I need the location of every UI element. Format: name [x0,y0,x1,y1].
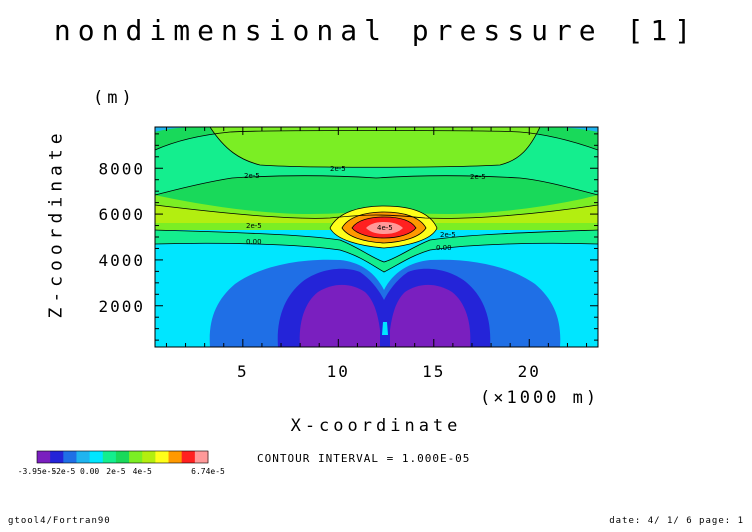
pink-core [366,222,403,234]
colorbar-frame [36,450,209,464]
contour-label: 2e-5 [244,172,260,180]
mint-band-lower [155,230,598,272]
dark-green-top [155,127,598,150]
contour-fill [155,127,598,347]
x-tick-label: 10 [327,362,350,381]
light-green-top [210,127,540,168]
contour-interval-label: CONTOUR INTERVAL = 1.000E-05 [257,452,471,465]
x-tick-label: 15 [422,362,445,381]
colorbar-swatch [76,451,91,463]
center-cyan-spike [382,322,388,335]
axes: 5 10 15 20 2000 4000 6000 8000 [98,127,598,381]
contour-label: 4e-5 [377,224,393,232]
colorbar-swatch [37,451,51,463]
colorbar-swatch [142,451,156,463]
contour-label: 2e-5 [246,222,262,230]
footer-date-label: date: 4/ 1/ 6 page: 1 [609,516,744,526]
colorbar-swatch [115,451,130,463]
y-unit-label: (m) [93,88,136,108]
x-tick-label: 20 [518,362,541,381]
colorbar-label: 0.00 [80,467,99,476]
colorbar-swatch [50,451,64,463]
y-tick-label: 6000 [98,205,145,224]
colorbar-label: -2e-5 [51,467,75,476]
y-tick-label: 4000 [98,251,145,270]
purple-left-lobe [299,284,380,347]
y-tick-label: 8000 [98,159,145,178]
colorbar: -3.95e-5-2e-5 0.00 2e-5 4e-5 6.74e-5 [18,450,225,476]
footer-program-label: gtool4/Fortran90 [8,516,111,526]
colorbar-swatch [155,451,170,463]
contour-label: 2e-5 [330,165,346,173]
colorbar-label: -3.95e-5 [18,467,57,476]
contour-label: 2e-5 [470,173,486,181]
y-tick-label: 2000 [98,297,145,316]
colorbar-swatch [168,451,183,463]
yellow-green-band [155,205,598,223]
contour-label: 0.00 [436,244,452,252]
colorbar-swatch [89,451,104,463]
colorbar-swatch [129,451,143,463]
colorbar-swatch [63,451,77,463]
chart-title: nondimensional pressure [1] [53,14,699,47]
contour-label: 2e-5 [440,231,456,239]
colorbar-swatch [194,451,209,463]
colorbar-swatch [102,451,117,463]
contour-label: 0.00 [246,238,262,246]
x-unit-label: (×1000 m) [480,388,600,408]
colorbar-label: 2e-5 [106,467,125,476]
x-axis-label: X-coordinate [290,416,462,436]
colorbar-label: 4e-5 [133,467,152,476]
contour-lines [155,127,598,273]
colorbar-label: 6.74e-5 [191,467,225,476]
purple-right-lobe [390,284,471,347]
contour-labels: 2e-5 2e-5 2e-5 2e-5 2e-5 0.00 0.00 4e-5 [244,165,486,252]
x-tick-label: 5 [237,362,249,381]
colorbar-swatch [181,451,196,463]
